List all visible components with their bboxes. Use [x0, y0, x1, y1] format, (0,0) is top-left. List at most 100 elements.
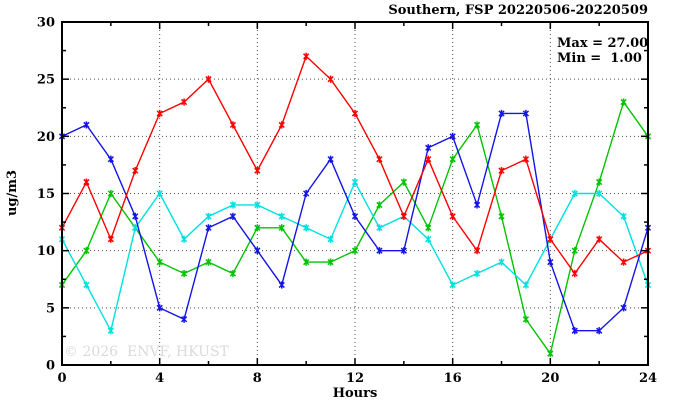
red-series-marker [351, 109, 359, 118]
cyan-series-marker-stroke [449, 281, 456, 289]
blue-series-marker [596, 327, 603, 335]
red-series-marker-stroke [327, 76, 334, 83]
blue-series-marker-stroke [498, 110, 505, 117]
red-series-marker [107, 235, 114, 243]
green-series-marker-stroke [205, 258, 212, 266]
series-layer [58, 52, 652, 358]
green-series-marker [278, 224, 285, 232]
blue-series-marker [425, 144, 432, 152]
y-tick-label: 30 [37, 16, 55, 31]
cyan-series-marker [278, 212, 285, 220]
green-series-marker [180, 269, 188, 278]
red-series-marker [547, 235, 554, 243]
red-series-marker [156, 109, 163, 118]
cyan-series-marker [156, 189, 163, 198]
green-series-marker-stroke [596, 178, 603, 186]
green-series-marker [303, 258, 310, 266]
cyan-series-marker [132, 224, 139, 232]
green-series-marker [473, 121, 481, 129]
cyan-series-marker [449, 281, 456, 289]
grid-layer [62, 22, 648, 365]
green-series-marker [351, 247, 359, 255]
blue-series-marker [180, 315, 188, 323]
red-series-marker-stroke [254, 167, 261, 174]
green-series-marker-stroke [351, 247, 359, 254]
max-annotation: Max = 27.00 [557, 36, 648, 51]
y-tick-label: 15 [37, 187, 55, 202]
cyan-series-marker [107, 327, 114, 335]
cyan-series-marker-stroke [156, 190, 163, 197]
green-series-marker-stroke [156, 258, 163, 266]
green-series-marker-stroke [425, 224, 432, 231]
red-series-marker [400, 212, 407, 220]
red-series-marker [205, 75, 212, 83]
red-series-marker-stroke [156, 110, 163, 117]
cyan-series-marker-stroke [107, 327, 114, 334]
red-series-marker-stroke [278, 121, 285, 129]
red-series-marker [327, 75, 334, 83]
blue-series-marker-stroke [132, 213, 139, 220]
y-tick-label: 20 [37, 130, 55, 145]
cyan-series-marker-stroke [327, 236, 334, 243]
cyan-series-marker-stroke [425, 236, 432, 243]
chart-title: Southern, FSP 20220506-20220509 [388, 3, 648, 18]
blue-series-marker [229, 212, 237, 220]
blue-series-marker-stroke [376, 247, 383, 254]
green-series-marker [425, 224, 432, 232]
red-series-marker-stroke [473, 247, 481, 254]
blue-series-marker-stroke [351, 213, 359, 220]
red-series-marker [229, 121, 237, 129]
cyan-series-marker-stroke [254, 201, 261, 209]
blue-series-marker [156, 304, 163, 312]
green-series-marker [83, 247, 90, 255]
red-series-line [61, 55, 649, 275]
green-series-marker [596, 178, 603, 186]
blue-series-marker [449, 132, 456, 140]
blue-series-marker [571, 327, 578, 335]
red-series-marker-stroke [180, 98, 188, 106]
blue-series-marker [522, 109, 530, 118]
red-series-marker [596, 235, 603, 243]
blue-series-marker-stroke [571, 327, 578, 334]
red-series-marker [522, 155, 530, 163]
red-series-marker-stroke [107, 236, 114, 243]
y-tick-label: 0 [46, 359, 55, 374]
red-series-marker [180, 98, 188, 106]
cyan-series-marker [351, 178, 359, 186]
cyan-series-marker [522, 281, 530, 289]
red-series-marker-stroke [571, 270, 578, 277]
blue-series-marker [498, 109, 505, 118]
green-series-marker [376, 201, 383, 209]
green-series-marker [107, 189, 114, 198]
watermark: © 2026 ENVF, HKUST [64, 344, 230, 360]
blue-series [58, 109, 652, 335]
red-series-marker [473, 247, 481, 255]
cyan-series-marker [229, 201, 237, 209]
cyan-series-marker [473, 269, 481, 278]
green-series-marker-stroke [473, 121, 481, 129]
green-series-marker-stroke [522, 316, 530, 323]
green-series-marker-stroke [547, 350, 554, 357]
green-series-marker [205, 258, 212, 266]
y-axis-label: ug/m3 [5, 170, 20, 216]
green-series-marker-stroke [303, 258, 310, 266]
green-series-marker-stroke [571, 247, 578, 254]
red-series-marker-stroke [425, 156, 432, 163]
green-series-marker-stroke [449, 156, 456, 163]
green-series-marker-stroke [376, 201, 383, 209]
x-tick-label: 16 [444, 371, 462, 386]
green-series-marker [571, 247, 578, 255]
blue-series-marker [278, 281, 285, 289]
cyan-series-marker-stroke [132, 224, 139, 231]
cyan-series-marker-stroke [620, 213, 627, 220]
blue-series-marker-stroke [156, 304, 163, 311]
cyan-series-marker [254, 201, 261, 209]
blue-series-marker-stroke [303, 190, 310, 197]
x-tick-label: 20 [541, 371, 559, 386]
green-series-marker [522, 315, 530, 323]
x-tick-label: 12 [346, 371, 364, 386]
blue-series-marker-stroke [596, 327, 603, 334]
green-series-marker-stroke [498, 213, 505, 220]
plot-border [61, 21, 649, 366]
